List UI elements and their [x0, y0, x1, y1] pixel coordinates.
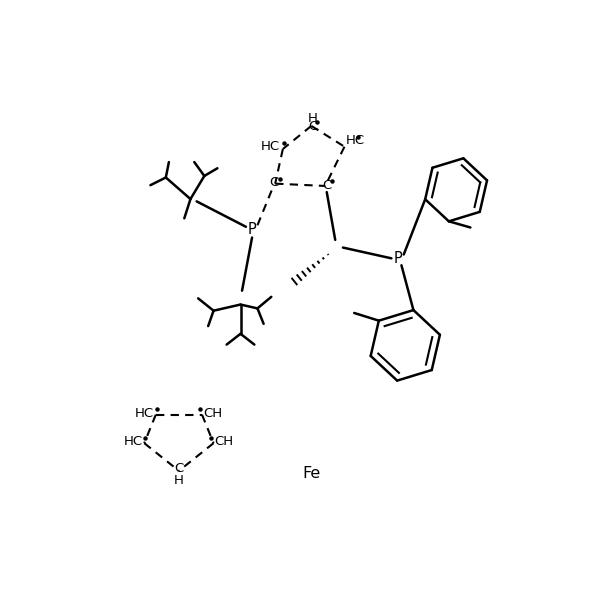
- Text: H: H: [308, 112, 318, 125]
- Text: H: H: [174, 473, 184, 487]
- Text: HC: HC: [260, 140, 280, 153]
- Text: HC: HC: [124, 435, 143, 448]
- Text: HC: HC: [346, 134, 365, 147]
- Text: Fe: Fe: [302, 466, 320, 481]
- Text: P: P: [248, 223, 256, 238]
- Text: C: C: [174, 462, 184, 475]
- Text: C: C: [269, 176, 278, 190]
- Text: HC: HC: [135, 407, 154, 419]
- Text: C: C: [308, 120, 317, 133]
- Text: C: C: [322, 179, 331, 191]
- Text: CH: CH: [214, 435, 233, 448]
- Text: P: P: [394, 251, 403, 266]
- Text: CH: CH: [203, 407, 223, 419]
